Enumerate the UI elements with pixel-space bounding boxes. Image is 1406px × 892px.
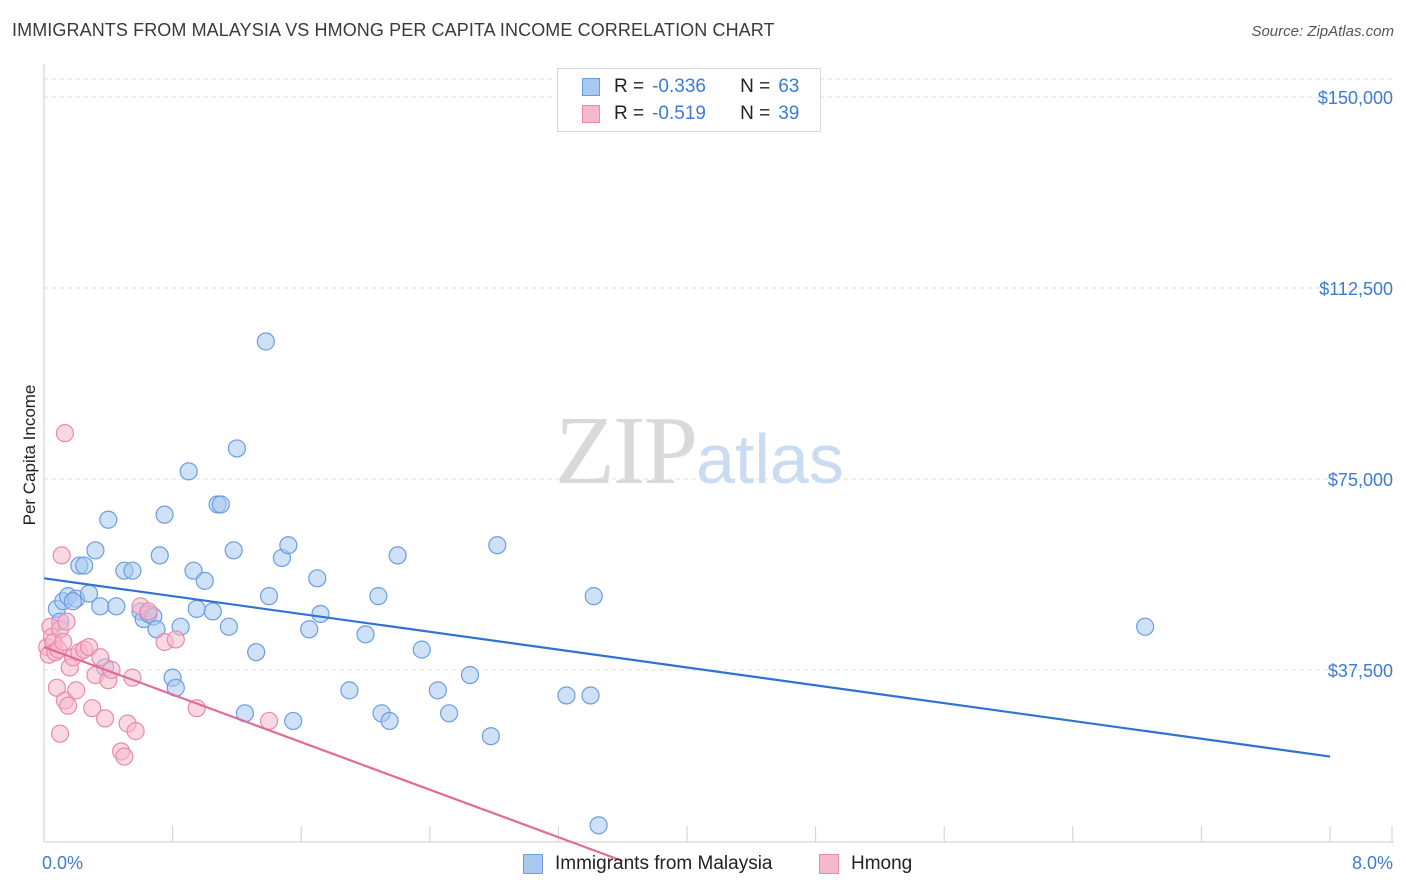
hmong-point: [67, 681, 86, 700]
hmong-point: [95, 709, 115, 728]
legend-r-label: R =: [614, 103, 645, 124]
legend-swatch-hmong: [819, 854, 839, 874]
malaysia-point: [356, 625, 375, 644]
hmong-point: [59, 696, 78, 715]
malaysia-point: [340, 681, 359, 700]
malaysia-point: [179, 462, 198, 481]
hmong-point: [139, 602, 158, 621]
series-legend: Immigrants from Malaysia Hmong: [0, 853, 1406, 877]
malaysia-point: [481, 727, 500, 746]
watermark: ZIPatlas: [555, 402, 844, 500]
source-label: Source: ZipAtlas.com: [1251, 23, 1394, 40]
malaysia-point: [308, 569, 327, 588]
legend-n-value: 39: [778, 103, 800, 124]
malaysia-point: [187, 599, 206, 618]
legend-r-value: -0.519: [652, 103, 706, 124]
malaysia-point: [460, 665, 480, 685]
malaysia-point: [203, 602, 222, 621]
malaysia-trend-line: [43, 577, 1331, 758]
y-tick-label: $37,500: [1328, 661, 1393, 681]
legend-n-value: 63: [778, 76, 800, 97]
legend-n-label: N =: [740, 103, 771, 124]
malaysia-point: [75, 556, 94, 575]
legend-item-hmong[interactable]: Hmong: [819, 853, 912, 875]
hmong-point: [259, 711, 279, 731]
hmong-point: [126, 722, 145, 741]
hmong-point: [83, 699, 102, 718]
malaysia-point: [488, 536, 507, 555]
malaysia-point: [589, 816, 608, 835]
hmong-point: [54, 632, 73, 652]
hmong-point: [52, 546, 71, 565]
hmong-point: [79, 637, 99, 657]
malaysia-point: [279, 536, 298, 555]
malaysia-point: [99, 510, 118, 529]
malaysia-point: [86, 541, 105, 560]
hmong-point: [50, 724, 70, 743]
malaysia-point: [300, 620, 319, 639]
malaysia-point: [412, 640, 431, 659]
hmong-point: [115, 747, 134, 766]
malaysia-point: [184, 561, 203, 580]
legend-swatch-hmong: [582, 105, 600, 123]
malaysia-point: [211, 495, 230, 514]
malaysia-point: [63, 592, 83, 611]
malaysia-point: [284, 711, 303, 731]
malaysia-point: [256, 332, 275, 351]
correlation-legend: R = -0.336 N = 63 R = -0.519 N = 39: [557, 68, 821, 132]
malaysia-point: [1136, 617, 1155, 636]
legend-label-malaysia: Immigrants from Malaysia: [555, 853, 773, 874]
hmong-point: [57, 612, 76, 631]
watermark-atlas: atlas: [696, 420, 844, 498]
legend-r-label: R =: [614, 76, 645, 97]
legend-label-hmong: Hmong: [851, 853, 913, 874]
legend-row-hmong: R = -0.519 N = 39: [582, 102, 799, 126]
legend-swatch-malaysia: [582, 78, 600, 96]
legend-r-value: -0.336: [652, 76, 706, 97]
malaysia-point: [581, 686, 600, 705]
malaysia-point: [380, 711, 399, 731]
malaysia-point: [247, 643, 266, 662]
malaysia-point: [227, 439, 246, 458]
malaysia-point: [369, 587, 388, 606]
y-tick-label: $150,000: [1318, 88, 1393, 108]
hmong-trend-line: [43, 646, 624, 863]
legend-swatch-malaysia: [523, 854, 543, 874]
x-tick-label: 8.0%: [1352, 853, 1393, 873]
malaysia-point: [123, 561, 142, 580]
malaysia-point: [195, 571, 214, 590]
malaysia-point: [150, 546, 169, 565]
hmong-point: [166, 630, 185, 649]
malaysia-point: [311, 604, 330, 624]
malaysia-point: [107, 597, 126, 616]
y-tick-label: $75,000: [1328, 470, 1393, 490]
x-tick-label: 0.0%: [42, 853, 83, 873]
malaysia-point: [91, 597, 110, 616]
legend-row-malaysia: R = -0.336 N = 63: [582, 75, 799, 99]
chart-title: IMMIGRANTS FROM MALAYSIA VS HMONG PER CA…: [12, 20, 775, 40]
malaysia-point: [428, 681, 447, 700]
hmong-point: [55, 424, 74, 443]
watermark-zip: ZIP: [555, 397, 698, 505]
malaysia-point: [439, 704, 459, 723]
y-tick-label: $112,500: [1319, 279, 1393, 299]
malaysia-point: [155, 505, 174, 524]
malaysia-point: [259, 587, 279, 606]
malaysia-point: [219, 617, 238, 636]
legend-item-malaysia[interactable]: Immigrants from Malaysia: [523, 853, 773, 875]
hmong-point: [91, 648, 110, 667]
malaysia-point: [584, 587, 603, 606]
malaysia-point: [388, 546, 407, 565]
malaysia-point: [557, 686, 576, 705]
legend-n-label: N =: [740, 76, 771, 97]
malaysia-point: [224, 541, 243, 560]
